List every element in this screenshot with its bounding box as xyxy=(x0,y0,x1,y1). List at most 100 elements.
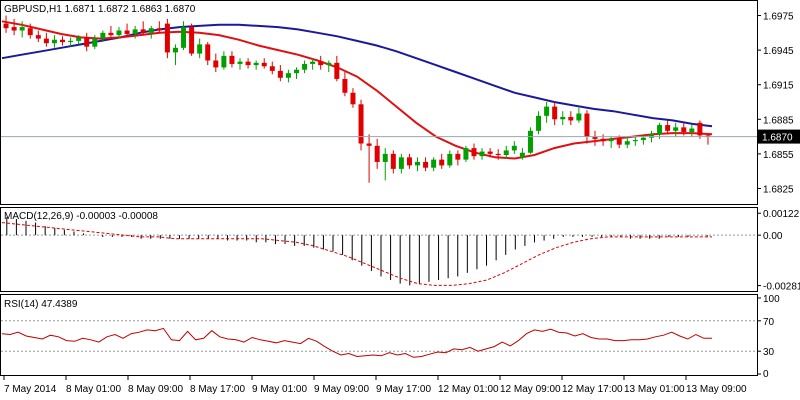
macd-panel-title: MACD(12,26,9) -0.00003 -0.00008 xyxy=(4,211,158,222)
candle-bullish xyxy=(293,69,299,74)
candle-bullish xyxy=(479,151,485,157)
candle-bearish xyxy=(60,39,66,43)
time-tick-label: 8 May 01:00 xyxy=(66,384,121,395)
candle-bearish xyxy=(471,148,477,157)
price-tick-label: 1.6885 xyxy=(763,115,794,126)
candle-bullish xyxy=(116,30,122,36)
candle-bearish xyxy=(84,37,90,47)
candle-bullish xyxy=(326,62,332,66)
candle-bullish xyxy=(310,61,316,64)
candle-bearish xyxy=(584,113,590,137)
time-tick-label: 9 May 17:00 xyxy=(376,384,431,395)
price-tick-label: 1.6915 xyxy=(763,81,794,92)
candle-bullish xyxy=(519,152,525,158)
candle-bullish xyxy=(382,153,388,162)
candle-bullish xyxy=(76,37,82,41)
rsi-panel-frame xyxy=(0,294,758,376)
time-tick-label: 9 May 09:00 xyxy=(314,384,369,395)
macd-panel[interactable] xyxy=(1,217,757,286)
candle-bullish xyxy=(536,115,542,131)
time-tick-label: 13 May 09:00 xyxy=(686,384,747,395)
candle-bearish xyxy=(11,27,17,31)
candle-bearish xyxy=(568,116,574,121)
candle-bearish xyxy=(616,138,622,145)
candle-bullish xyxy=(640,137,646,141)
candle-bullish xyxy=(527,130,533,153)
rsi-tick-label: 100 xyxy=(763,294,780,305)
candle-bullish xyxy=(544,106,550,116)
price-tick-label: 1.6825 xyxy=(763,184,794,195)
rsi-line xyxy=(1,327,712,358)
candle-bearish xyxy=(213,60,219,68)
candle-bearish xyxy=(455,153,461,160)
candle-bearish xyxy=(366,143,372,146)
time-tick-label: 8 May 09:00 xyxy=(128,384,183,395)
candle-bullish xyxy=(132,29,138,34)
candle-bearish xyxy=(681,127,687,132)
candle-bearish xyxy=(164,23,170,53)
candle-bearish xyxy=(665,125,671,131)
candle-bullish xyxy=(632,140,638,142)
rsi-panel-title: RSI(14) 47.4389 xyxy=(4,299,78,310)
time-tick-label: 8 May 17:00 xyxy=(190,384,245,395)
time-tick-label: 12 May 09:00 xyxy=(500,384,561,395)
candle-bullish xyxy=(237,61,243,64)
price-tick-label: 1.6945 xyxy=(763,46,794,57)
candle-bearish xyxy=(592,136,598,139)
candle-bullish xyxy=(302,63,308,70)
candle-bearish xyxy=(108,32,114,36)
candle-bullish xyxy=(398,157,404,169)
candle-bullish xyxy=(19,27,25,31)
rsi-panel[interactable] xyxy=(1,320,757,358)
candle-bearish xyxy=(495,153,501,156)
candle-bearish xyxy=(705,135,711,137)
candle-bullish xyxy=(624,141,630,145)
candle-bearish xyxy=(277,70,283,78)
candle-bullish xyxy=(172,47,178,53)
candle-bullish xyxy=(673,127,679,131)
candle-bearish xyxy=(697,122,703,136)
candle-bearish xyxy=(3,23,9,29)
current-price-tag xyxy=(758,129,800,144)
candle-bearish xyxy=(350,92,356,105)
price-panel[interactable] xyxy=(1,15,757,183)
candle-bullish xyxy=(197,44,203,54)
rsi-tick-label: 70 xyxy=(763,317,775,328)
candle-bullish xyxy=(463,148,469,160)
candle-bullish xyxy=(285,73,291,78)
candle-bullish xyxy=(431,159,437,168)
candle-bullish xyxy=(253,62,259,66)
candle-bearish xyxy=(27,28,33,36)
candle-bullish xyxy=(608,138,614,142)
candle-bullish xyxy=(100,32,106,39)
time-tick-label: 12 May 01:00 xyxy=(438,384,499,395)
candle-bearish xyxy=(358,104,364,144)
macd-tick-label: -0.00281 xyxy=(763,282,800,293)
rsi-tick-label: 0 xyxy=(763,369,769,380)
macd-signal-line xyxy=(1,222,712,286)
rsi-tick-label: 30 xyxy=(763,347,775,358)
candle-bullish xyxy=(511,145,517,151)
candle-bullish xyxy=(657,125,663,135)
candle-bullish xyxy=(92,38,98,47)
price-tick-label: 1.6975 xyxy=(763,12,794,23)
candle-bearish xyxy=(552,106,558,120)
macd-tick-label: 0.00 xyxy=(763,231,783,242)
candle-bearish xyxy=(318,61,324,66)
current-price-label: 1.6870 xyxy=(762,133,793,144)
candle-bullish xyxy=(576,113,582,121)
time-tick-label: 7 May 2014 xyxy=(4,384,57,395)
candle-bearish xyxy=(156,28,162,31)
candle-bearish xyxy=(334,62,340,79)
price-panel-frame xyxy=(0,0,758,205)
candle-bullish xyxy=(560,116,566,120)
candle-bearish xyxy=(390,153,396,169)
candle-bearish xyxy=(374,145,380,162)
candle-bullish xyxy=(181,27,187,48)
macd-panel-frame xyxy=(0,207,758,292)
time-tick-label: 13 May 01:00 xyxy=(624,384,685,395)
price-tick-label: 1.6855 xyxy=(763,150,794,161)
candle-bearish xyxy=(261,62,267,67)
candle-bearish xyxy=(487,151,493,154)
